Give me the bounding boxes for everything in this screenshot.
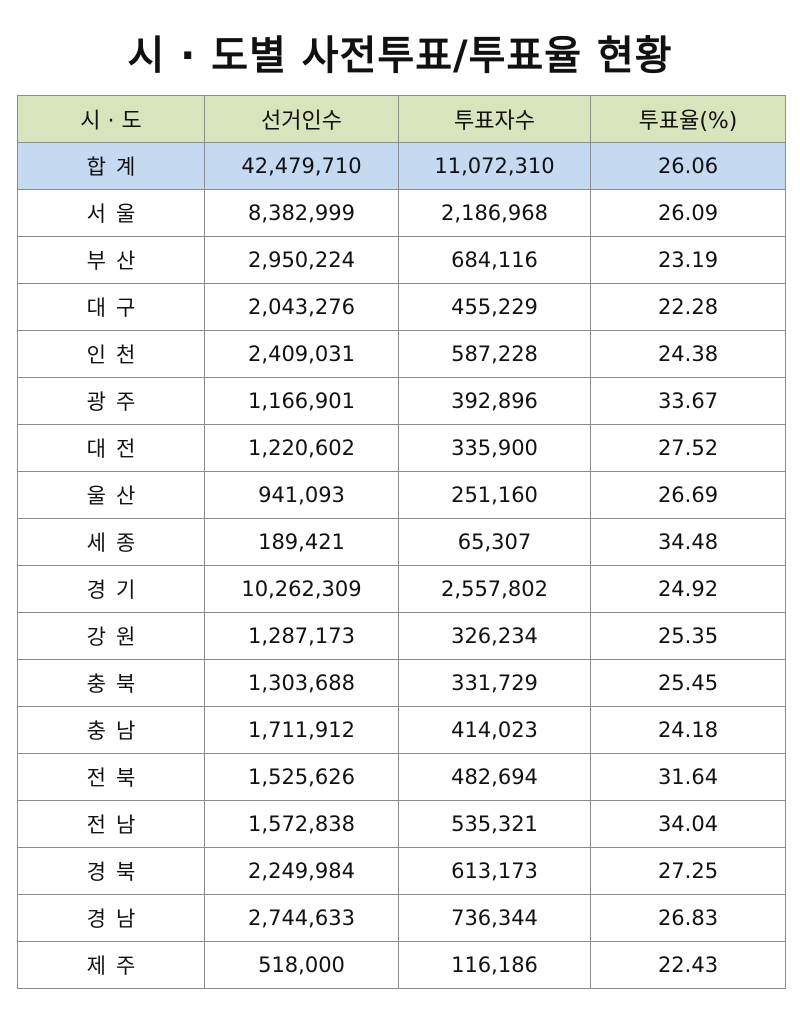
rate-cell: 34.04 (590, 800, 786, 848)
electorate-cell: 2,409,031 (204, 330, 399, 378)
rate-cell: 22.43 (590, 941, 786, 989)
table-row: 강원 1,287,173 326,234 25.35 (17, 612, 786, 660)
table-row: 경기 10,262,309 2,557,802 24.92 (17, 565, 786, 613)
region-cell: 경기 (17, 565, 205, 613)
table-row: 광주 1,166,901 392,896 33.67 (17, 377, 786, 425)
region-cell: 경북 (17, 847, 205, 895)
electorate-cell: 2,043,276 (204, 283, 399, 331)
rate-cell: 26.69 (590, 471, 786, 519)
table-row: 경남 2,744,633 736,344 26.83 (17, 894, 786, 942)
voters-cell: 11,072,310 (398, 142, 591, 190)
region-cell: 경남 (17, 894, 205, 942)
rate-cell: 26.09 (590, 189, 786, 237)
rate-cell: 34.48 (590, 518, 786, 566)
region-cell: 충북 (17, 659, 205, 707)
region-cell: 울산 (17, 471, 205, 519)
table-row: 대구 2,043,276 455,229 22.28 (17, 283, 786, 331)
electorate-cell: 2,950,224 (204, 236, 399, 284)
region-cell: 부산 (17, 236, 205, 284)
table-row: 충북 1,303,688 331,729 25.45 (17, 659, 786, 707)
table-row: 제주 518,000 116,186 22.43 (17, 941, 786, 989)
voters-cell: 684,116 (398, 236, 591, 284)
table-row: 인천 2,409,031 587,228 24.38 (17, 330, 786, 378)
rate-cell: 26.06 (590, 142, 786, 190)
rate-cell: 31.64 (590, 753, 786, 801)
voters-cell: 116,186 (398, 941, 591, 989)
electorate-cell: 518,000 (204, 941, 399, 989)
table-row: 세종 189,421 65,307 34.48 (17, 518, 786, 566)
region-cell: 합계 (17, 142, 205, 190)
table-row: 서울 8,382,999 2,186,968 26.09 (17, 189, 786, 237)
rate-cell: 25.35 (590, 612, 786, 660)
electorate-cell: 189,421 (204, 518, 399, 566)
rate-cell: 24.38 (590, 330, 786, 378)
table-row-total: 합계 42,479,710 11,072,310 26.06 (17, 142, 786, 190)
voters-cell: 736,344 (398, 894, 591, 942)
header-row: 시 · 도 선거인수 투표자수 투표율(%) (17, 95, 786, 143)
rate-cell: 24.92 (590, 565, 786, 613)
electorate-cell: 1,166,901 (204, 377, 399, 425)
electorate-cell: 1,220,602 (204, 424, 399, 472)
rate-cell: 25.45 (590, 659, 786, 707)
region-cell: 충남 (17, 706, 205, 754)
region-cell: 대구 (17, 283, 205, 331)
electorate-cell: 2,744,633 (204, 894, 399, 942)
voters-cell: 2,557,802 (398, 565, 591, 613)
voters-cell: 392,896 (398, 377, 591, 425)
electorate-cell: 1,287,173 (204, 612, 399, 660)
electorate-cell: 10,262,309 (204, 565, 399, 613)
region-cell: 전북 (17, 753, 205, 801)
region-cell: 서울 (17, 189, 205, 237)
rate-cell: 33.67 (590, 377, 786, 425)
electorate-cell: 42,479,710 (204, 142, 399, 190)
voters-cell: 482,694 (398, 753, 591, 801)
rate-cell: 27.52 (590, 424, 786, 472)
table-row: 충남 1,711,912 414,023 24.18 (17, 706, 786, 754)
electorate-cell: 1,303,688 (204, 659, 399, 707)
electorate-cell: 1,525,626 (204, 753, 399, 801)
voters-cell: 613,173 (398, 847, 591, 895)
table-row: 전남 1,572,838 535,321 34.04 (17, 800, 786, 848)
region-cell: 광주 (17, 377, 205, 425)
voters-cell: 414,023 (398, 706, 591, 754)
header-region: 시 · 도 (17, 95, 205, 143)
voters-cell: 587,228 (398, 330, 591, 378)
table-row: 대전 1,220,602 335,900 27.52 (17, 424, 786, 472)
rate-cell: 26.83 (590, 894, 786, 942)
region-cell: 강원 (17, 612, 205, 660)
turnout-table: 시 · 도 선거인수 투표자수 투표율(%) 합계 42,479,710 11,… (17, 95, 786, 989)
rate-cell: 24.18 (590, 706, 786, 754)
table-row: 전북 1,525,626 482,694 31.64 (17, 753, 786, 801)
voters-cell: 251,160 (398, 471, 591, 519)
header-electorate: 선거인수 (204, 95, 399, 143)
rate-cell: 27.25 (590, 847, 786, 895)
electorate-cell: 941,093 (204, 471, 399, 519)
page-title: 시 · 도별 사전투표/투표율 현황 (127, 33, 673, 79)
header-rate: 투표율(%) (590, 95, 786, 143)
voters-cell: 331,729 (398, 659, 591, 707)
rate-cell: 22.28 (590, 283, 786, 331)
electorate-cell: 2,249,984 (204, 847, 399, 895)
voters-cell: 326,234 (398, 612, 591, 660)
region-cell: 제주 (17, 941, 205, 989)
region-cell: 대전 (17, 424, 205, 472)
table-row: 울산 941,093 251,160 26.69 (17, 471, 786, 519)
electorate-cell: 1,711,912 (204, 706, 399, 754)
voters-cell: 455,229 (398, 283, 591, 331)
rate-cell: 23.19 (590, 236, 786, 284)
voters-cell: 535,321 (398, 800, 591, 848)
table-row: 부산 2,950,224 684,116 23.19 (17, 236, 786, 284)
table-row: 경북 2,249,984 613,173 27.25 (17, 847, 786, 895)
electorate-cell: 1,572,838 (204, 800, 399, 848)
region-cell: 전남 (17, 800, 205, 848)
voters-cell: 2,186,968 (398, 189, 591, 237)
region-cell: 인천 (17, 330, 205, 378)
electorate-cell: 8,382,999 (204, 189, 399, 237)
voters-cell: 335,900 (398, 424, 591, 472)
region-cell: 세종 (17, 518, 205, 566)
voters-cell: 65,307 (398, 518, 591, 566)
header-voters: 투표자수 (398, 95, 591, 143)
